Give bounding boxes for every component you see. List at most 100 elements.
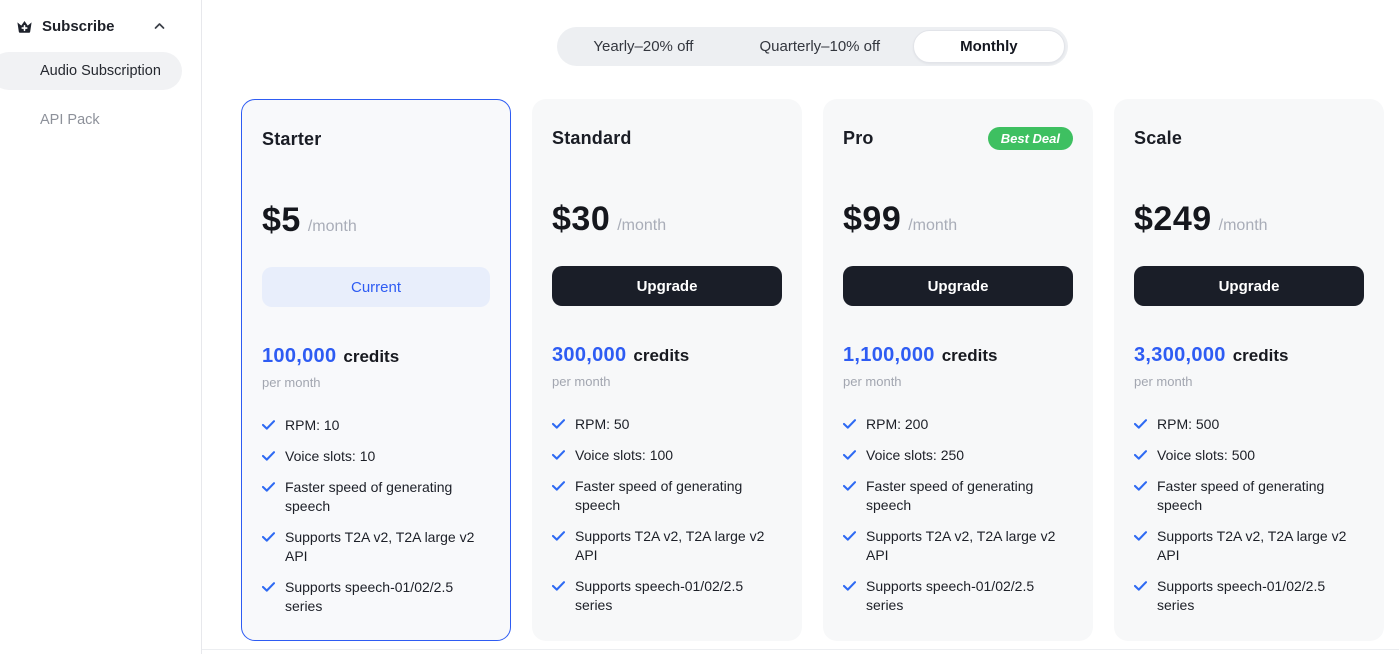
feature-item: Supports T2A v2, T2A large v2 API <box>262 528 490 566</box>
plan-card-pro: Pro Best Deal $99 /month Upgrade 1,100,0… <box>823 99 1093 641</box>
feature-text: Supports speech-01/02/2.5 series <box>285 579 454 614</box>
feature-text: RPM: 10 <box>285 417 340 433</box>
check-icon <box>843 419 856 429</box>
best-deal-badge: Best Deal <box>987 126 1073 150</box>
plan-feature-list: RPM: 10 Voice slots: 10 Faster speed of … <box>262 416 490 616</box>
feature-item: Supports T2A v2, T2A large v2 API <box>843 527 1073 565</box>
feature-text: Faster speed of generating speech <box>575 478 743 513</box>
feature-text: Supports T2A v2, T2A large v2 API <box>1157 528 1347 563</box>
feature-text: Supports speech-01/02/2.5 series <box>1157 578 1326 613</box>
plan-credits-period: per month <box>262 375 321 390</box>
feature-text: Supports T2A v2, T2A large v2 API <box>575 528 765 563</box>
plan-feature-list: RPM: 200 Voice slots: 250 Faster speed o… <box>843 415 1073 615</box>
pricing-page: Yearly–20% off Quarterly–10% off Monthly… <box>202 0 1399 654</box>
plan-card-starter: Starter $5 /month Current 100,000 credit… <box>241 99 511 641</box>
feature-text: RPM: 500 <box>1157 416 1220 432</box>
feature-item: Supports speech-01/02/2.5 series <box>843 577 1073 615</box>
plan-credits-amount: 1,100,000 <box>843 344 935 366</box>
check-icon <box>552 531 565 541</box>
check-icon <box>552 481 565 491</box>
check-icon <box>262 482 275 492</box>
section-divider <box>202 649 1399 650</box>
sidebar-item-audio-subscription[interactable]: Audio Subscription <box>0 52 182 90</box>
plan-price: $5 <box>262 201 301 239</box>
plan-price-period: /month <box>617 217 667 234</box>
feature-item: RPM: 10 <box>262 416 490 435</box>
feature-text: Supports T2A v2, T2A large v2 API <box>866 528 1056 563</box>
feature-item: Voice slots: 10 <box>262 447 490 466</box>
feature-text: Voice slots: 10 <box>285 448 376 464</box>
plan-name: Scale <box>1134 127 1183 148</box>
plan-card-scale: Scale $249 /month Upgrade 3,300,000 cred… <box>1114 99 1384 641</box>
feature-item: Faster speed of generating speech <box>262 478 490 516</box>
plan-name: Standard <box>552 127 632 148</box>
plan-price-period: /month <box>307 218 357 235</box>
plan-credits-amount: 100,000 <box>262 345 337 367</box>
chevron-up-icon[interactable] <box>154 22 165 30</box>
feature-item: Supports speech-01/02/2.5 series <box>1134 577 1364 615</box>
plan-feature-list: RPM: 500 Voice slots: 500 Faster speed o… <box>1134 415 1364 615</box>
feature-item: Supports speech-01/02/2.5 series <box>262 578 490 616</box>
plan-credits-amount: 3,300,000 <box>1134 344 1226 366</box>
toggle-option-yearly[interactable]: Yearly–20% off <box>593 38 694 55</box>
feature-text: Supports speech-01/02/2.5 series <box>866 578 1035 613</box>
check-icon <box>843 581 856 591</box>
feature-text: Supports T2A v2, T2A large v2 API <box>285 529 475 564</box>
check-icon <box>262 420 275 430</box>
plan-price: $30 <box>552 200 611 238</box>
plan-credits-period: per month <box>552 374 611 389</box>
plan-credits-amount: 300,000 <box>552 344 627 366</box>
check-icon <box>1134 581 1147 591</box>
plan-credits-label: credits <box>633 346 690 365</box>
check-icon <box>1134 450 1147 460</box>
check-icon <box>1134 481 1147 491</box>
feature-text: Supports speech-01/02/2.5 series <box>575 578 744 613</box>
feature-item: Supports speech-01/02/2.5 series <box>552 577 782 615</box>
plan-credits-label: credits <box>1232 346 1289 365</box>
sidebar-section-label: Subscribe <box>42 17 115 35</box>
feature-item: RPM: 200 <box>843 415 1073 434</box>
feature-item: Faster speed of generating speech <box>552 477 782 515</box>
plan-price: $249 <box>1134 200 1212 238</box>
feature-item: Faster speed of generating speech <box>1134 477 1364 515</box>
sidebar-item-api-pack[interactable]: API Pack <box>0 112 201 128</box>
current-plan-button[interactable]: Current <box>262 267 490 307</box>
plan-credits-label: credits <box>343 347 400 366</box>
check-icon <box>843 481 856 491</box>
feature-item: Supports T2A v2, T2A large v2 API <box>1134 527 1364 565</box>
plan-name: Starter <box>262 128 322 149</box>
upgrade-button[interactable]: Upgrade <box>843 266 1073 306</box>
check-icon <box>262 582 275 592</box>
billing-period-toggle: Yearly–20% off Quarterly–10% off Monthly <box>557 27 1068 66</box>
sidebar: Subscribe Audio Subscription API Pack <box>0 0 202 654</box>
feature-item: Supports T2A v2, T2A large v2 API <box>552 527 782 565</box>
plan-card-standard: Standard $30 /month Upgrade 300,000 cred… <box>532 99 802 641</box>
check-icon <box>1134 531 1147 541</box>
plan-credits-label: credits <box>941 346 998 365</box>
feature-text: Voice slots: 250 <box>866 447 965 463</box>
plan-feature-list: RPM: 50 Voice slots: 100 Faster speed of… <box>552 415 782 615</box>
toggle-option-monthly[interactable]: Monthly <box>913 30 1065 63</box>
check-icon <box>552 419 565 429</box>
feature-item: Voice slots: 500 <box>1134 446 1364 465</box>
feature-item: Faster speed of generating speech <box>843 477 1073 515</box>
plan-price-period: /month <box>908 217 958 234</box>
feature-text: Voice slots: 100 <box>575 447 674 463</box>
check-icon <box>552 450 565 460</box>
toggle-option-quarterly[interactable]: Quarterly–10% off <box>759 38 881 55</box>
check-icon <box>843 531 856 541</box>
sidebar-item-label: Audio Subscription <box>40 63 161 79</box>
upgrade-button[interactable]: Upgrade <box>1134 266 1364 306</box>
feature-item: RPM: 50 <box>552 415 782 434</box>
upgrade-button[interactable]: Upgrade <box>552 266 782 306</box>
feature-item: Voice slots: 250 <box>843 446 1073 465</box>
feature-text: RPM: 200 <box>866 416 929 432</box>
feature-text: Voice slots: 500 <box>1157 447 1256 463</box>
plan-cards: Starter $5 /month Current 100,000 credit… <box>241 99 1384 641</box>
feature-text: Faster speed of generating speech <box>866 478 1034 513</box>
sidebar-section-subscribe[interactable]: Subscribe <box>16 14 165 38</box>
plan-price-period: /month <box>1218 217 1268 234</box>
check-icon <box>843 450 856 460</box>
feature-text: Faster speed of generating speech <box>285 479 453 514</box>
check-icon <box>262 451 275 461</box>
